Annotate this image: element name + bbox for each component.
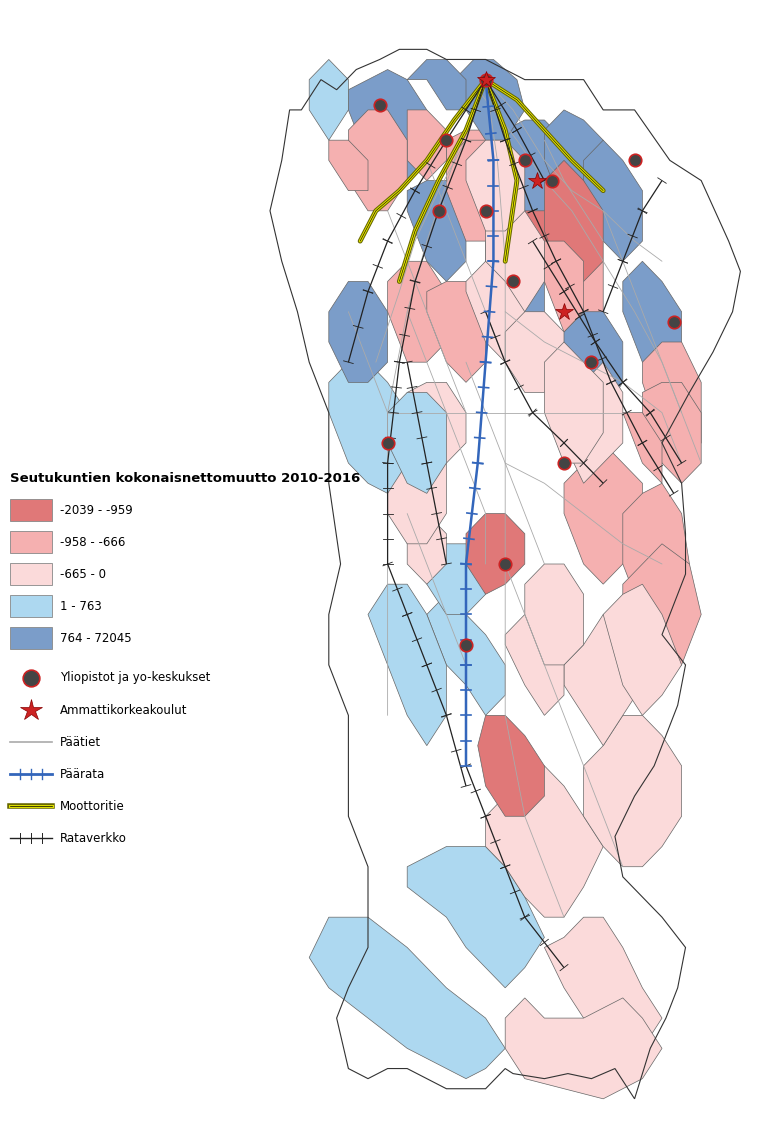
Polygon shape <box>486 765 603 917</box>
Polygon shape <box>329 281 388 383</box>
Polygon shape <box>407 383 466 463</box>
Polygon shape <box>505 120 564 211</box>
Text: Rataverkko: Rataverkko <box>60 831 127 844</box>
Text: 764 - 72045: 764 - 72045 <box>60 631 132 645</box>
Polygon shape <box>643 383 702 483</box>
Polygon shape <box>447 140 505 242</box>
Polygon shape <box>623 261 682 383</box>
Polygon shape <box>486 211 545 312</box>
Polygon shape <box>348 110 407 211</box>
Polygon shape <box>545 110 603 211</box>
Polygon shape <box>505 312 564 393</box>
Polygon shape <box>466 140 525 231</box>
Polygon shape <box>623 483 689 645</box>
Text: Seutukuntien kokonaisnettomuutto 2010-2016: Seutukuntien kokonaisnettomuutto 2010-20… <box>10 472 360 485</box>
Text: 1 - 763: 1 - 763 <box>60 599 102 613</box>
Text: Päätiet: Päätiet <box>60 735 101 749</box>
Text: Moottoritie: Moottoritie <box>60 799 125 813</box>
Polygon shape <box>545 917 662 1068</box>
Polygon shape <box>329 362 407 493</box>
FancyBboxPatch shape <box>10 531 52 553</box>
Polygon shape <box>486 242 545 342</box>
Polygon shape <box>545 160 603 281</box>
Polygon shape <box>525 160 584 261</box>
Polygon shape <box>525 564 584 665</box>
Polygon shape <box>454 60 525 140</box>
Polygon shape <box>584 140 643 261</box>
Polygon shape <box>564 362 623 483</box>
Polygon shape <box>407 181 466 281</box>
Polygon shape <box>388 393 447 493</box>
Text: -2039 - -959: -2039 - -959 <box>60 504 133 516</box>
Polygon shape <box>564 614 643 745</box>
Polygon shape <box>545 342 603 463</box>
Polygon shape <box>329 140 368 191</box>
Polygon shape <box>368 584 447 745</box>
Polygon shape <box>309 917 505 1078</box>
Polygon shape <box>623 412 662 483</box>
FancyBboxPatch shape <box>10 563 52 585</box>
Polygon shape <box>427 594 505 716</box>
Polygon shape <box>466 261 525 362</box>
FancyBboxPatch shape <box>10 499 52 520</box>
Polygon shape <box>564 443 643 584</box>
Polygon shape <box>309 60 348 140</box>
Polygon shape <box>427 281 486 383</box>
Polygon shape <box>388 261 447 362</box>
Polygon shape <box>505 614 564 716</box>
Polygon shape <box>407 110 447 181</box>
Polygon shape <box>407 514 447 584</box>
FancyBboxPatch shape <box>10 627 52 649</box>
Text: Päärata: Päärata <box>60 768 106 780</box>
Polygon shape <box>545 312 623 443</box>
Polygon shape <box>478 716 545 816</box>
Polygon shape <box>447 130 505 211</box>
Polygon shape <box>388 443 447 544</box>
Text: Ammattikorkeakoulut: Ammattikorkeakoulut <box>60 703 187 717</box>
Text: -958 - -666: -958 - -666 <box>60 535 125 549</box>
FancyBboxPatch shape <box>10 595 52 618</box>
Polygon shape <box>545 211 603 342</box>
Polygon shape <box>584 716 682 867</box>
Text: Yliopistot ja yo-keskukset: Yliopistot ja yo-keskukset <box>60 672 210 684</box>
Polygon shape <box>427 544 486 614</box>
Polygon shape <box>603 584 682 716</box>
Polygon shape <box>407 847 545 988</box>
Polygon shape <box>643 342 702 463</box>
Polygon shape <box>407 60 466 110</box>
Polygon shape <box>348 70 427 181</box>
Text: -665 - 0: -665 - 0 <box>60 568 106 580</box>
Polygon shape <box>545 242 584 332</box>
Polygon shape <box>505 998 662 1099</box>
Polygon shape <box>466 514 525 594</box>
Polygon shape <box>623 544 702 685</box>
